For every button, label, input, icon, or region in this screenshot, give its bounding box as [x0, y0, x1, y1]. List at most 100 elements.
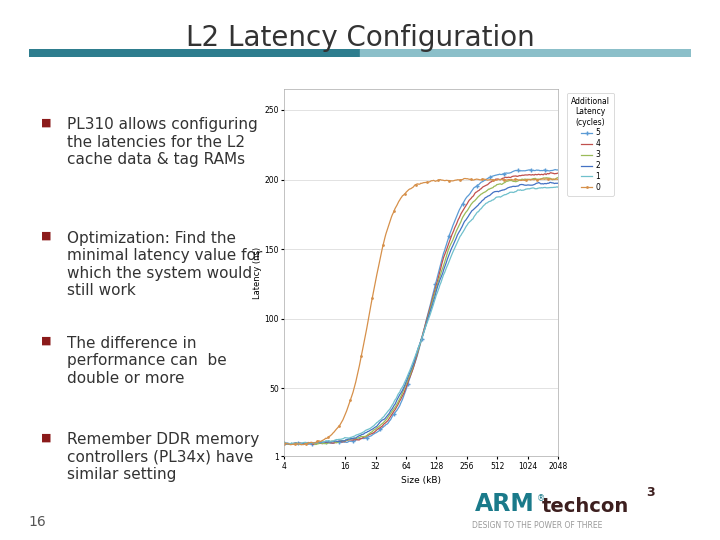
Line: 0: 0: [283, 177, 559, 446]
4: [281, 441, 289, 447]
Text: ■: ■: [42, 231, 52, 241]
Bar: [539, 49, 546, 57]
Text: ■: ■: [42, 117, 52, 127]
Bar: [168, 49, 174, 57]
Bar: [35, 49, 42, 57]
0: [513, 176, 521, 183]
5: [512, 167, 521, 174]
4: [512, 173, 521, 179]
Bar: [181, 49, 188, 57]
Bar: [380, 49, 387, 57]
2: [281, 441, 289, 447]
Bar: [446, 49, 453, 57]
3: [281, 440, 289, 447]
Bar: [360, 49, 366, 57]
4: [546, 170, 555, 176]
2: [449, 242, 457, 249]
Bar: [612, 49, 618, 57]
Bar: [499, 49, 505, 57]
Bar: [221, 49, 228, 57]
1: [529, 185, 538, 191]
Bar: [194, 49, 201, 57]
4: [554, 170, 562, 176]
Bar: [658, 49, 665, 57]
5: [551, 166, 559, 173]
Bar: [135, 49, 141, 57]
Bar: [188, 49, 194, 57]
1: [280, 440, 289, 447]
4: [443, 244, 451, 251]
Line: 3: 3: [284, 178, 558, 444]
Bar: [592, 49, 598, 57]
Bar: [665, 49, 671, 57]
Bar: [261, 49, 267, 57]
Bar: [102, 49, 108, 57]
Bar: [161, 49, 168, 57]
Bar: [75, 49, 82, 57]
Bar: [294, 49, 300, 57]
Text: Remember DDR memory
controllers (PL34x) have
similar setting: Remember DDR memory controllers (PL34x) …: [67, 432, 259, 482]
Bar: [598, 49, 605, 57]
Bar: [678, 49, 685, 57]
Bar: [228, 49, 234, 57]
Bar: [420, 49, 426, 57]
2: [443, 256, 451, 262]
Bar: [122, 49, 128, 57]
Text: 16: 16: [29, 516, 47, 530]
1: [443, 262, 451, 269]
Bar: [234, 49, 240, 57]
Bar: [393, 49, 400, 57]
Bar: [685, 49, 691, 57]
Bar: [141, 49, 148, 57]
1: [512, 188, 521, 195]
Bar: [492, 49, 499, 57]
4: [284, 441, 292, 448]
0: [280, 441, 289, 447]
5: [444, 236, 452, 242]
Bar: [505, 49, 513, 57]
Bar: [42, 49, 49, 57]
1: [554, 184, 562, 191]
Bar: [645, 49, 652, 57]
Bar: [215, 49, 221, 57]
Text: Optimization: Find the
minimal latency value for
which the system would
still wo: Optimization: Find the minimal latency v…: [67, 231, 262, 298]
Bar: [340, 49, 347, 57]
Bar: [55, 49, 62, 57]
Bar: [472, 49, 480, 57]
Bar: [300, 49, 307, 57]
Bar: [631, 49, 638, 57]
5: [280, 440, 289, 447]
3: [443, 250, 451, 256]
Bar: [49, 49, 55, 57]
Bar: [625, 49, 631, 57]
Bar: [387, 49, 393, 57]
Bar: [605, 49, 612, 57]
2: [512, 183, 521, 190]
Text: ®: ®: [536, 494, 544, 503]
Bar: [486, 49, 492, 57]
Bar: [618, 49, 625, 57]
3: [449, 237, 457, 244]
Y-axis label: Latency (ns): Latency (ns): [253, 247, 261, 299]
Text: L2 Latency Configuration: L2 Latency Configuration: [186, 24, 534, 52]
Bar: [68, 49, 75, 57]
Bar: [400, 49, 406, 57]
Bar: [526, 49, 532, 57]
Bar: [314, 49, 320, 57]
4: [449, 230, 457, 236]
Bar: [552, 49, 559, 57]
5: [554, 167, 562, 173]
2: [529, 181, 538, 188]
Bar: [433, 49, 439, 57]
Text: ■: ■: [42, 432, 52, 442]
Bar: [248, 49, 254, 57]
Bar: [307, 49, 314, 57]
Bar: [240, 49, 248, 57]
Bar: [62, 49, 68, 57]
4: [529, 172, 538, 178]
Bar: [480, 49, 486, 57]
2: [286, 441, 294, 448]
Bar: [652, 49, 658, 57]
5: [298, 441, 307, 448]
5: [529, 167, 538, 173]
